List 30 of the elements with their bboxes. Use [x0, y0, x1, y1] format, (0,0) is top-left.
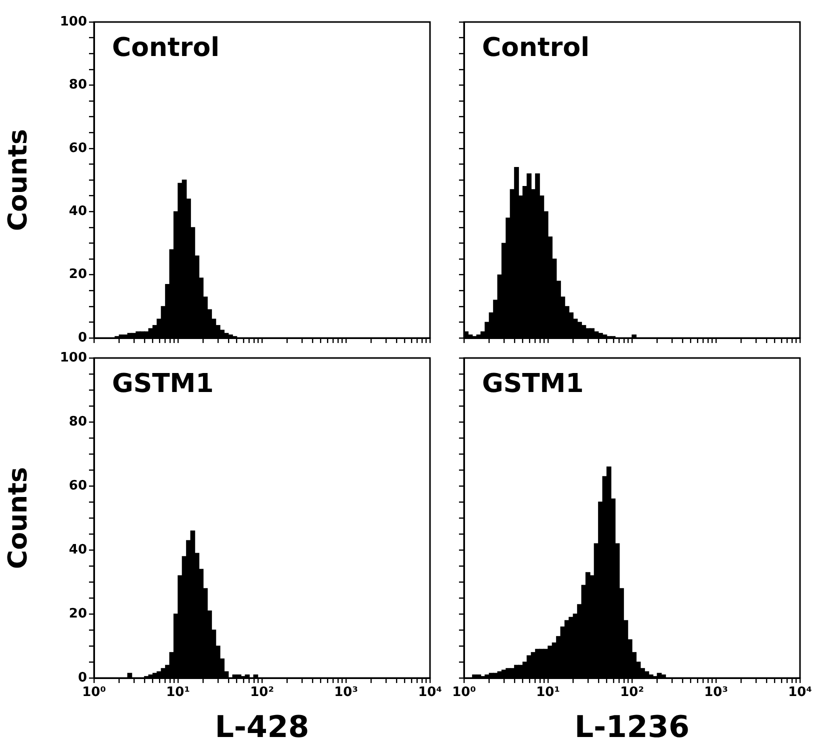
x-axis-title: L-428	[214, 710, 310, 745]
y-tick-label: 100	[60, 350, 87, 366]
x-tick-label: 10⁴	[788, 685, 812, 700]
x-tick-label: 10⁴	[418, 685, 442, 700]
x-tick-label: 10³	[334, 685, 358, 700]
x-tick-label: 10⁰	[452, 685, 476, 700]
y-tick-label: 0	[78, 330, 87, 346]
y-tick-label: 40	[68, 204, 87, 219]
y-axis-title: Counts	[3, 467, 34, 569]
annotation: Control	[112, 32, 220, 63]
y-axis-title: Counts	[3, 129, 34, 231]
y-tick-label: 100	[60, 14, 87, 30]
x-tick-label: 10¹	[166, 685, 190, 700]
x-axis-title: L-1236	[574, 710, 690, 745]
annotation: GSTM1	[112, 368, 214, 399]
x-tick-label: 10²	[250, 685, 274, 700]
x-tick-label: 10²	[620, 685, 644, 700]
x-tick-label: 10³	[704, 685, 728, 700]
y-tick-label: 20	[68, 267, 87, 282]
annotation: Control	[482, 32, 590, 63]
y-tick-label: 20	[68, 606, 87, 622]
x-tick-label: 10⁰	[82, 685, 106, 700]
y-tick-label: 60	[68, 140, 87, 156]
y-tick-label: 80	[68, 78, 87, 93]
y-tick-label: 0	[78, 670, 87, 686]
x-tick-label: 10¹	[536, 685, 560, 700]
y-tick-label: 40	[68, 542, 87, 558]
y-tick-label: 80	[68, 414, 87, 430]
y-tick-label: 60	[68, 478, 87, 494]
annotation: GSTM1	[482, 368, 584, 399]
